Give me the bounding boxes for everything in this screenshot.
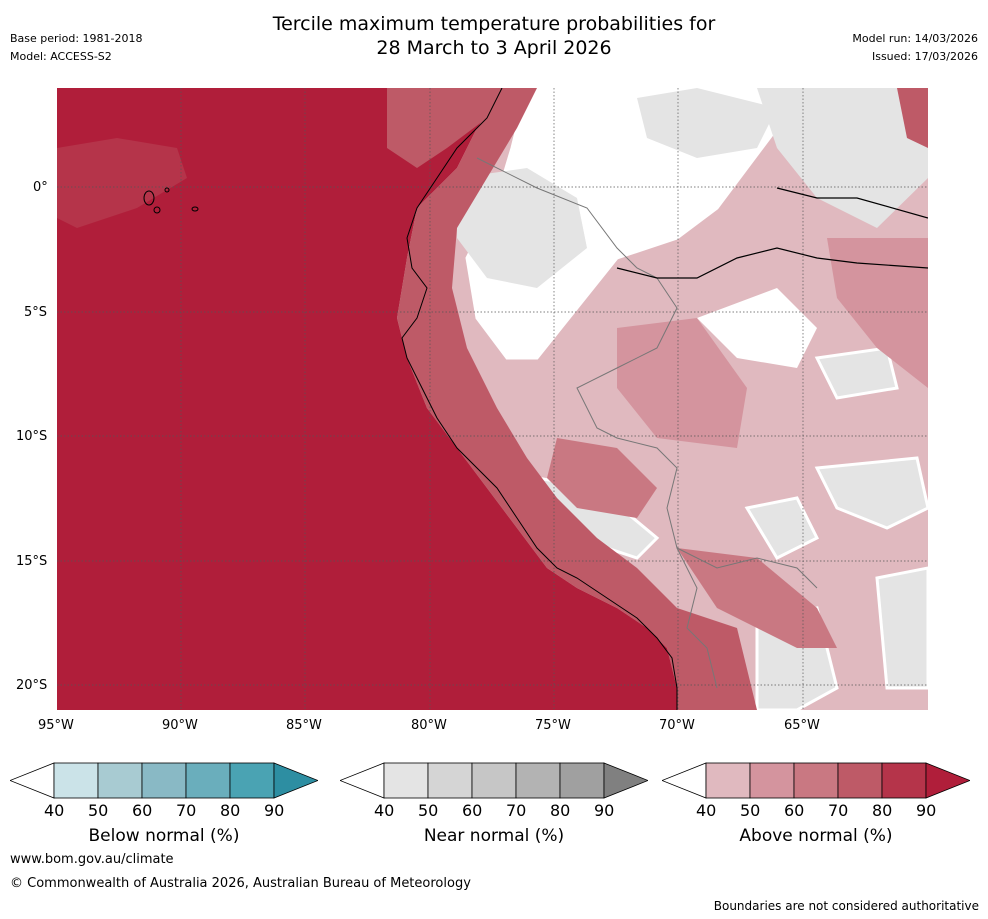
copyright: © Commonwealth of Australia 2026, Austra… <box>10 876 471 891</box>
below-color-swatch <box>53 762 99 799</box>
near-tick: 80 <box>550 801 571 820</box>
galapagos-band <box>57 138 187 228</box>
below-tick: 80 <box>220 801 241 820</box>
header-left: Base period: 1981-2018 Model: ACCESS-S2 <box>10 30 142 66</box>
above-normal-band-6 <box>897 88 928 148</box>
above-tick: 60 <box>784 801 805 820</box>
lat-label-0: 0° <box>33 180 48 195</box>
above-tick: 40 <box>696 801 717 820</box>
lon-label-90w: 90°W <box>162 718 198 733</box>
bom-url: www.bom.gov.au/climate <box>10 852 174 867</box>
below-tick: 70 <box>176 801 197 820</box>
coastline <box>401 88 678 710</box>
river-amazon-north <box>776 187 928 219</box>
title-line-1: Tercile maximum temperature probabilitie… <box>272 13 716 35</box>
below-color-swatch <box>229 762 275 799</box>
near-tick: 90 <box>594 801 615 820</box>
title-line-2: 28 March to 3 April 2026 <box>376 37 612 59</box>
lat-label-10s: 10°S <box>16 429 48 444</box>
graticule <box>57 88 928 710</box>
above-color-swatch <box>705 762 751 799</box>
near-tick: 50 <box>418 801 439 820</box>
base-period: Base period: 1981-2018 <box>10 32 143 45</box>
above-tick: 50 <box>740 801 761 820</box>
above-normal-colorbar <box>662 762 970 799</box>
above-normal-band-1 <box>617 318 747 448</box>
above-normal-band-4 <box>677 548 837 648</box>
below-normal-title: Below normal (%) <box>88 826 240 846</box>
above-color-swatch <box>881 762 927 799</box>
near-normal-colorbar <box>340 762 648 799</box>
galapagos-islands <box>143 187 199 214</box>
near-color-swatch <box>427 762 473 799</box>
coastal-band-1 <box>397 88 717 710</box>
above-color-swatch <box>837 762 883 799</box>
below-color-swatch <box>97 762 143 799</box>
below-tick: 90 <box>264 801 285 820</box>
above-tick: 70 <box>828 801 849 820</box>
near-normal-region-4 <box>814 346 899 400</box>
model-run: Model run: 14/03/2026 <box>852 32 978 45</box>
above-tick: 90 <box>916 801 937 820</box>
lon-label-70w: 70°W <box>659 718 695 733</box>
lat-label-20s: 20°S <box>16 678 48 693</box>
probability-map <box>57 88 928 710</box>
below-normal-colorbar <box>10 762 318 799</box>
ocean-band-north <box>387 88 507 168</box>
neutral-region-central <box>697 288 817 368</box>
lon-label-95w: 95°W <box>38 718 74 733</box>
above-low-extension <box>662 762 707 799</box>
near-color-swatch <box>471 762 517 799</box>
above-normal-title: Above normal (%) <box>739 826 893 846</box>
near-high-extension <box>603 762 648 799</box>
near-tick: 70 <box>506 801 527 820</box>
country-borders <box>476 157 818 589</box>
near-normal-region-6 <box>744 496 820 560</box>
lat-label-15s: 15°S <box>16 554 48 569</box>
header-right: Model run: 14/03/2026 Issued: 17/03/2026 <box>852 30 978 66</box>
near-tick: 60 <box>462 801 483 820</box>
below-low-extension <box>10 762 55 799</box>
border-peru-bolivia <box>676 547 718 689</box>
map-title: Tercile maximum temperature probabilitie… <box>0 12 988 60</box>
near-normal-region-2 <box>637 88 777 158</box>
below-high-extension <box>273 762 318 799</box>
disclaimer: Boundaries are not considered authoritat… <box>713 899 979 913</box>
near-normal-title: Near normal (%) <box>423 826 565 846</box>
above-color-swatch <box>793 762 839 799</box>
ocean-above-normal-region <box>57 88 677 710</box>
near-normal-region-1 <box>457 168 587 288</box>
above-high-extension <box>925 762 970 799</box>
lon-label-80w: 80°W <box>411 718 447 733</box>
below-tick: 40 <box>44 801 65 820</box>
below-tick: 50 <box>88 801 109 820</box>
near-normal-region-8 <box>875 566 928 690</box>
above-normal-band-2 <box>827 238 928 388</box>
near-normal-region-5 <box>814 456 928 530</box>
above-color-swatch <box>749 762 795 799</box>
lon-label-75w: 75°W <box>535 718 571 733</box>
near-tick: 40 <box>374 801 395 820</box>
near-color-swatch <box>559 762 605 799</box>
river-amazon <box>616 247 928 279</box>
issued-date: Issued: 17/03/2026 <box>871 50 978 63</box>
lon-label-65w: 65°W <box>784 718 820 733</box>
below-color-swatch <box>141 762 187 799</box>
lat-label-5s: 5°S <box>24 305 48 320</box>
near-low-extension <box>340 762 385 799</box>
above-tick: 80 <box>872 801 893 820</box>
lon-label-85w: 85°W <box>286 718 322 733</box>
model-name: Model: ACCESS-S2 <box>10 50 112 63</box>
near-normal-region-3 <box>757 88 928 228</box>
near-color-swatch <box>515 762 561 799</box>
near-color-swatch <box>383 762 429 799</box>
above-normal-band-3 <box>547 438 657 518</box>
below-color-swatch <box>185 762 231 799</box>
below-tick: 60 <box>132 801 153 820</box>
